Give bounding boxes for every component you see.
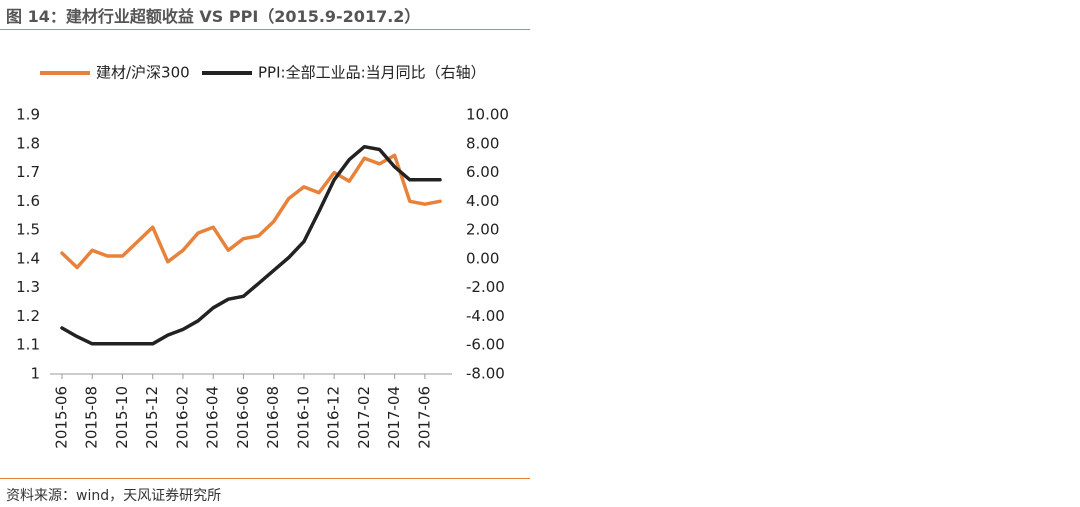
y-right-tick-label: 2.00 (466, 221, 499, 239)
x-tick-label: 2016-12 (325, 386, 343, 449)
y-right-tick-label: -2.00 (466, 278, 505, 296)
x-tick-label: 2017-06 (415, 386, 433, 449)
x-tick-label: 2015-08 (83, 386, 101, 449)
x-tick-label: 2015-10 (113, 386, 131, 449)
x-tick-label: 2016-08 (264, 386, 282, 449)
source-note: 资料来源：wind，天风证券研究所 (6, 488, 222, 504)
x-tick-label: 2015-06 (53, 386, 71, 449)
y-right-tick-label: 0.00 (466, 249, 499, 267)
x-tick-label: 2017-04 (385, 386, 403, 449)
x-tick-label: 2016-02 (173, 386, 191, 449)
y-left-tick-label: 1 (30, 365, 40, 383)
y-left-tick-label: 1.8 (16, 134, 40, 152)
y-left-tick-label: 1.9 (16, 106, 40, 124)
y-right-tick-label: 10.00 (466, 106, 509, 124)
y-right-tick-label: -6.00 (466, 336, 505, 354)
x-tick-label: 2016-06 (234, 386, 252, 449)
y-left-tick-label: 1.1 (16, 336, 40, 354)
x-tick-label: 2016-10 (294, 386, 312, 449)
legend-label: 建材/沪深300 (96, 64, 190, 82)
y-right-tick-label: 6.00 (466, 163, 499, 181)
x-tick-label: 2016-04 (204, 386, 222, 449)
series-line-black (60, 144, 442, 346)
y-left-tick-label: 1.3 (16, 278, 40, 296)
y-left-tick-label: 1.6 (16, 192, 40, 210)
y-left-tick-label: 1.2 (16, 307, 40, 325)
chart-title: 图 14：建材行业超额收益 VS PPI（2015.9-2017.2） (6, 7, 421, 26)
y-left-tick-label: 1.4 (16, 249, 40, 267)
chart: 2015-06 2015-08 2015-10 2015-12 2016-02 2016-… (16, 64, 509, 449)
footer-rule (0, 478, 530, 479)
header-rule (0, 29, 530, 30)
x-tick-label: 2017-02 (355, 386, 373, 449)
y-right-tick-label: 4.00 (466, 192, 499, 210)
y-right-tick-label: -4.00 (466, 307, 505, 325)
y-left-tick-label: 1.5 (16, 221, 40, 239)
legend-label: PPI:全部工业品:当月同比（右轴） (258, 64, 486, 82)
x-tick-label: 2015-12 (143, 386, 161, 449)
y-right-tick-label: 8.00 (466, 134, 499, 152)
y-right-tick-label: -8.00 (466, 365, 505, 383)
series-line-orange (60, 153, 442, 270)
y-left-tick-label: 1.7 (16, 163, 40, 181)
